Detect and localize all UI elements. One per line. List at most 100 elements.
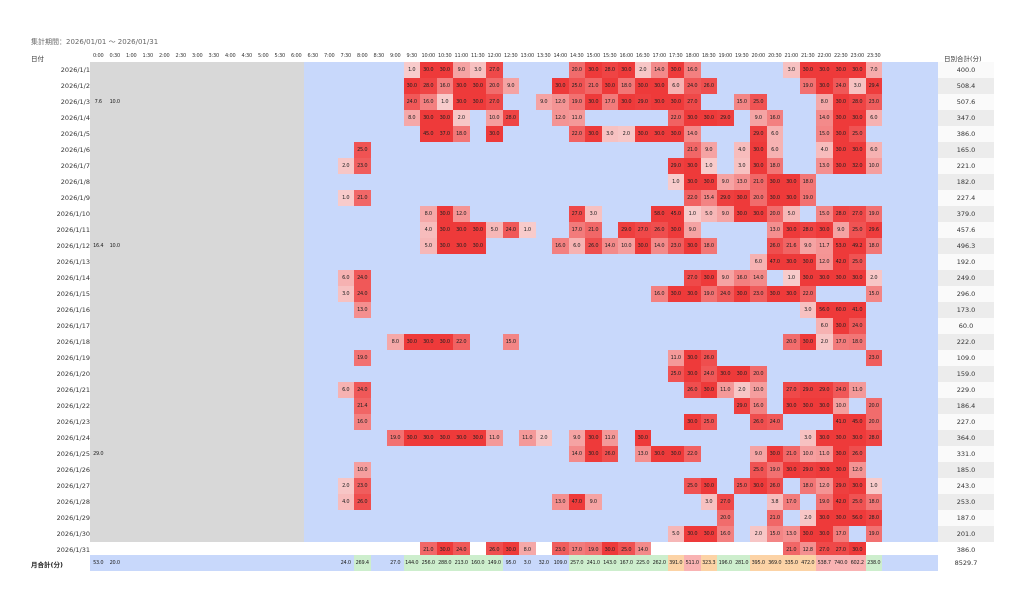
heatmap-cell: 30.0 xyxy=(849,478,866,494)
time-slot-label: 15:00 xyxy=(586,53,601,59)
time-slot-label: 16:30 xyxy=(636,53,650,59)
row-daily-total: 109.0 xyxy=(956,354,976,362)
time-slot-label: 11:00 xyxy=(454,53,469,59)
heatmap-cell: 30.0 xyxy=(436,110,453,126)
heatmap-cell: 30.0 xyxy=(667,286,684,302)
row-date-label: 2026/1/6 xyxy=(60,146,90,154)
time-slot-label: 5:30 xyxy=(274,53,286,59)
heatmap-cell: 22.0 xyxy=(684,190,701,206)
heatmap-cell: 10.0 xyxy=(109,243,121,249)
heatmap-cell: 16.0 xyxy=(354,414,371,430)
heatmap-cell: 17.0 xyxy=(832,526,849,542)
monthly-total-cell: 27.0 xyxy=(387,555,404,571)
heatmap-cell: 23.0 xyxy=(552,542,569,558)
time-slot-label: 17:30 xyxy=(669,53,683,59)
heatmap-cell: 16.0 xyxy=(651,286,668,302)
heatmap-cell: 10.0 xyxy=(865,158,882,174)
heatmap-cell: 9.0 xyxy=(700,142,717,158)
heatmap-cell: 19.0 xyxy=(700,286,717,302)
monthly-total-cell: 281.0 xyxy=(733,555,750,571)
heatmap-cell: 3.0 xyxy=(799,302,816,318)
monthly-total-cell: 269.4 xyxy=(354,555,371,571)
heatmap-cell: 14.0 xyxy=(651,238,668,254)
monthly-total-cell: 20.0 xyxy=(106,555,123,571)
row-date-label: 2026/1/18 xyxy=(56,338,90,346)
heatmap-cell: 30.0 xyxy=(832,94,849,110)
heatmap-cell: 30.0 xyxy=(469,222,486,238)
row-daily-total: 249.0 xyxy=(956,274,976,282)
heatmap-cell: 30.0 xyxy=(436,206,453,222)
row-daily-total: 508.4 xyxy=(956,82,976,90)
date-column-header: 日付 xyxy=(31,55,44,63)
time-slot-label: 6:30 xyxy=(307,53,319,59)
heatmap-cell: 30.0 xyxy=(766,286,783,302)
heatmap-cell: 15.0 xyxy=(865,286,882,302)
heatmap-cell: 23.0 xyxy=(865,94,882,110)
heatmap-cell: 30.0 xyxy=(849,270,866,286)
heatmap-cell: 30.0 xyxy=(783,462,800,478)
heatmap-cell: 30.0 xyxy=(651,126,668,142)
row-date-label: 2026/1/11 xyxy=(56,226,90,234)
daily-total-band xyxy=(938,78,994,94)
time-slot-label: 2:30 xyxy=(175,53,187,59)
time-slot-label: 14:00 xyxy=(553,53,568,59)
time-slot-label: 11:30 xyxy=(471,53,485,59)
row-daily-total: 229.0 xyxy=(956,386,976,394)
heatmap-cell: 1.0 xyxy=(403,62,420,78)
heatmap-cell: 19.0 xyxy=(865,526,882,542)
heatmap-cell: 22.0 xyxy=(568,126,585,142)
daily-total-band xyxy=(938,110,994,126)
heatmap-cell: 30.0 xyxy=(436,430,453,446)
heatmap-cell: 19.0 xyxy=(354,350,371,366)
heatmap-cell: 30.0 xyxy=(799,62,816,78)
daily-total-band xyxy=(938,334,994,350)
monthly-total-cell: 262.0 xyxy=(651,555,668,571)
row-date-label: 2026/1/2 xyxy=(60,82,90,90)
heatmap-cell: 8.0 xyxy=(519,542,536,558)
heatmap-cell: 30.0 xyxy=(667,126,684,142)
heatmap-cell: 30.0 xyxy=(799,526,816,542)
heatmap-cell: 21.0 xyxy=(783,446,800,462)
heatmap-cell: 30.0 xyxy=(832,142,849,158)
heatmap-cell: 9.0 xyxy=(535,94,552,110)
heatmap-cell: 11.0 xyxy=(568,110,585,126)
heatmap-cell: 16.0 xyxy=(733,270,750,286)
heatmap-cell: 30.0 xyxy=(585,430,602,446)
heatmap-cell: 13.0 xyxy=(766,222,783,238)
heatmap-cell: 30.0 xyxy=(486,126,503,142)
time-slot-label: 13:30 xyxy=(537,53,551,59)
heatmap-cell: 30.0 xyxy=(783,222,800,238)
heatmap-cell: 11.0 xyxy=(816,446,833,462)
row-date-label: 2026/1/22 xyxy=(56,402,90,410)
heatmap-cell: 30.0 xyxy=(420,62,437,78)
heatmap-cell: 14.0 xyxy=(634,542,651,558)
heatmap-cell: 1.0 xyxy=(865,478,882,494)
time-slot-label: 18:00 xyxy=(685,53,700,59)
heatmap-cell: 17.0 xyxy=(783,494,800,510)
heatmap-cell: 2.0 xyxy=(733,382,750,398)
heatmap-cell: 25.0 xyxy=(618,542,635,558)
heatmap-cell: 6.0 xyxy=(816,318,833,334)
heatmap-cell: 30.0 xyxy=(832,110,849,126)
row-date-label: 2026/1/30 xyxy=(56,530,90,538)
heatmap-cell: 30.0 xyxy=(832,462,849,478)
heatmap-cell: 14.0 xyxy=(684,126,701,142)
heatmap-cell: 9.0 xyxy=(585,494,602,510)
heatmap-cell: 21.0 xyxy=(783,542,800,558)
heatmap-cell: 25.0 xyxy=(667,366,684,382)
heatmap-cell: 30.0 xyxy=(849,110,866,126)
heatmap-cell: 45.0 xyxy=(420,126,437,142)
heatmap-cell: 30.0 xyxy=(403,78,420,94)
heatmap-cell: 29.0 xyxy=(799,382,816,398)
monthly-total-cell: 149.0 xyxy=(486,555,503,571)
heatmap-cell: 53.0 xyxy=(832,238,849,254)
monthly-total-cell: 24.0 xyxy=(337,555,354,571)
row-daily-total: 243.0 xyxy=(956,482,976,490)
heatmap-cell: 27.0 xyxy=(634,222,651,238)
heatmap-cell: 19.0 xyxy=(585,542,602,558)
heatmap-cell: 30.0 xyxy=(733,206,750,222)
heatmap-cell: 30.0 xyxy=(403,334,420,350)
heatmap-cell: 20.0 xyxy=(750,190,767,206)
heatmap-cell: 6.0 xyxy=(750,254,767,270)
